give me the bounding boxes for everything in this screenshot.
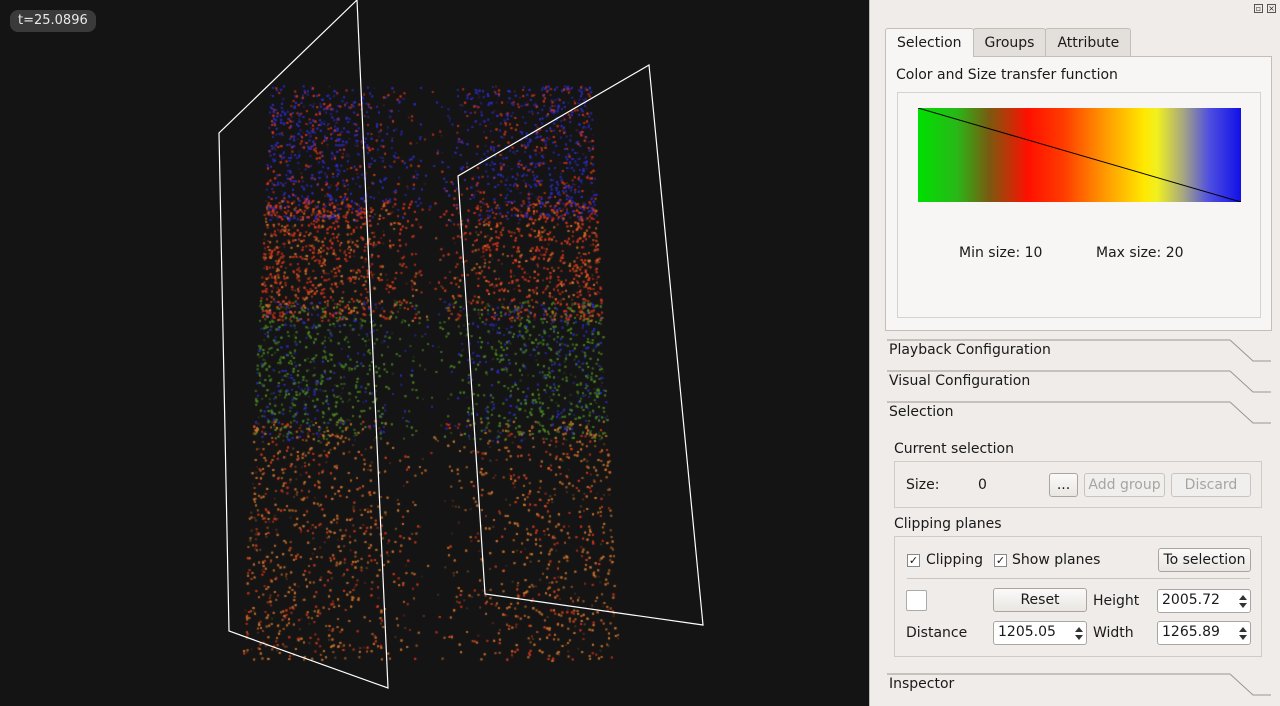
- section-playback-configuration[interactable]: Playback Configuration: [885, 339, 1271, 364]
- clipping-planes-overlay: [218, 0, 704, 689]
- reset-button[interactable]: Reset: [993, 588, 1087, 612]
- time-label: t=25.0896: [10, 10, 96, 32]
- selection-size-value: 0: [978, 477, 987, 493]
- tab-page-selection: Color and Size transfer function Min siz…: [885, 56, 1272, 331]
- section-visual-configuration[interactable]: Visual Configuration: [885, 370, 1271, 395]
- color-gradient-editor[interactable]: [918, 108, 1241, 202]
- discard-button[interactable]: Discard: [1171, 473, 1251, 497]
- tab-attribute[interactable]: Attribute: [1045, 28, 1132, 56]
- size-curve: [918, 108, 1241, 202]
- section-inspector-label: Inspector: [889, 676, 955, 692]
- section-visual-label: Visual Configuration: [889, 373, 1031, 389]
- min-size-label: Min size: 10: [959, 245, 1043, 261]
- tab-selection[interactable]: Selection: [885, 28, 974, 57]
- side-panel: ▫ × Selection Groups Attribute Color and…: [869, 0, 1280, 706]
- selection-more-button[interactable]: ...: [1049, 473, 1078, 497]
- max-size-label: Max size: 20: [1096, 245, 1184, 261]
- distance-label: Distance: [906, 625, 968, 641]
- clipping-label: Clipping: [926, 552, 983, 568]
- width-value: 1265.89: [1162, 624, 1220, 640]
- section-selection[interactable]: Selection: [885, 401, 1271, 426]
- width-spinbox[interactable]: 1265.89: [1157, 621, 1251, 645]
- current-selection-title: Current selection: [894, 441, 1014, 457]
- clipping-plane-right: [457, 64, 704, 626]
- height-stepper-icon[interactable]: [1236, 590, 1250, 612]
- show-planes-label: Show planes: [1012, 552, 1101, 568]
- show-planes-checkbox[interactable]: ✓: [994, 554, 1007, 567]
- tab-bar: Selection Groups Attribute: [885, 28, 1132, 57]
- width-label: Width: [1093, 625, 1134, 641]
- distance-value: 1205.05: [998, 624, 1056, 640]
- clipping-separator: [907, 578, 1250, 579]
- current-selection-box: Size: 0 ... Add group Discard: [894, 461, 1262, 508]
- transfer-function-box: Min size: 10 Max size: 20: [897, 92, 1261, 318]
- float-dock-icon[interactable]: ▫: [1254, 4, 1263, 13]
- height-label: Height: [1093, 593, 1140, 609]
- clipping-planes-box: ✓ Clipping ✓ Show planes To selection Re…: [894, 536, 1262, 657]
- close-dock-icon[interactable]: ×: [1267, 4, 1276, 13]
- clipping-planes-title: Clipping planes: [894, 516, 1002, 532]
- clipping-plane-left: [218, 0, 389, 689]
- transfer-function-title: Color and Size transfer function: [896, 67, 1118, 83]
- plane-color-swatch[interactable]: [906, 590, 927, 611]
- width-stepper-icon[interactable]: [1236, 622, 1250, 644]
- add-group-button[interactable]: Add group: [1084, 473, 1165, 497]
- section-playback-label: Playback Configuration: [889, 342, 1051, 358]
- distance-stepper-icon[interactable]: [1072, 622, 1086, 644]
- height-value: 2005.72: [1162, 592, 1220, 608]
- selection-size-label: Size:: [906, 477, 940, 493]
- to-selection-button[interactable]: To selection: [1158, 548, 1251, 572]
- section-inspector[interactable]: Inspector: [885, 673, 1271, 698]
- 3d-viewport[interactable]: t=25.0896: [0, 0, 869, 706]
- clipping-checkbox[interactable]: ✓: [907, 554, 920, 567]
- tab-groups[interactable]: Groups: [972, 28, 1047, 56]
- section-selection-label: Selection: [889, 404, 954, 420]
- height-spinbox[interactable]: 2005.72: [1157, 589, 1251, 613]
- distance-spinbox[interactable]: 1205.05: [993, 621, 1087, 645]
- particle-cloud: [0, 0, 869, 706]
